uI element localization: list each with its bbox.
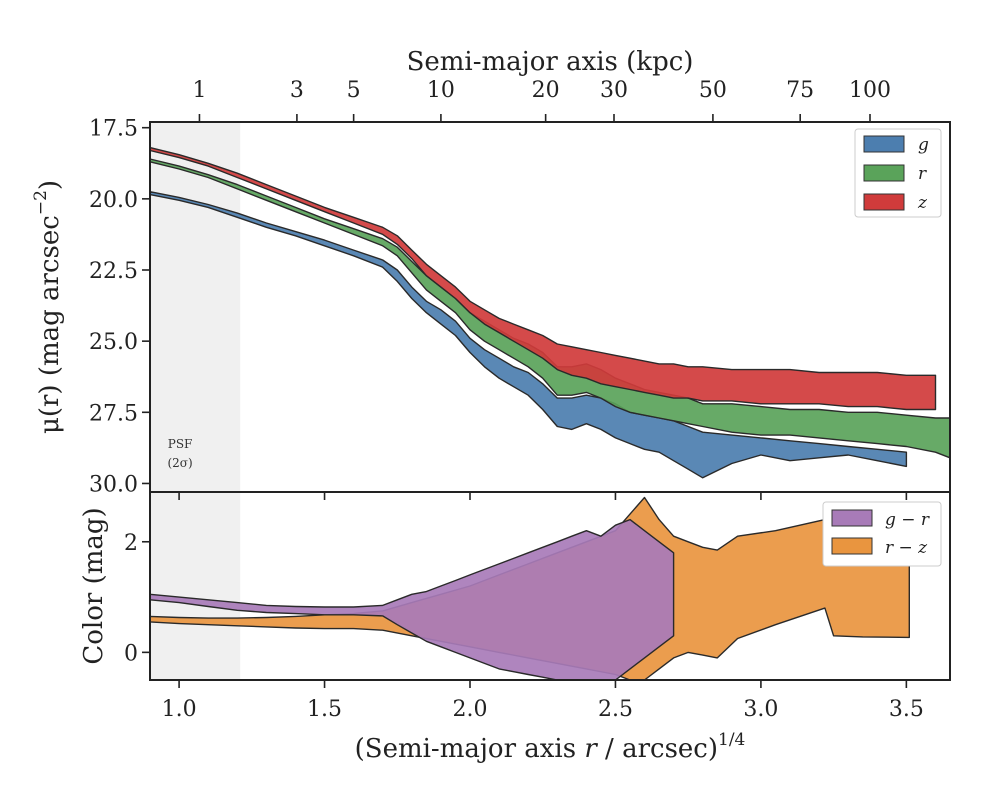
legend-label-r-z: r − z [885, 538, 928, 558]
top-y-axis-title-main: μ(r) (mag arcsec [35, 215, 65, 434]
legend-top: g r z [854, 128, 942, 218]
y-tick-label: 27.5 [89, 401, 138, 426]
x-tick-label: 2.5 [598, 697, 633, 722]
bottom-axis-title-tail: / arcsec) [597, 734, 718, 764]
x-tick-label: 1.0 [162, 697, 197, 722]
legend-swatch-z [863, 193, 905, 211]
axis-ticks: 1.0 1.5 2.0 2.5 3.0 3.517.520.022.525.027.530… [89, 78, 924, 722]
psf-region-bottom [150, 492, 241, 680]
legend-swatch-r [863, 164, 905, 182]
surface-brightness-series [149, 146, 951, 479]
legend-label-r: r [918, 164, 927, 184]
y-tick-label: 25.0 [89, 330, 138, 355]
legend-swatch-g-r [831, 509, 873, 527]
top-tick-label: 100 [849, 78, 891, 103]
psf-label: PSF [168, 437, 193, 451]
x-tick-label: 3.5 [889, 697, 924, 722]
y-tick-label: 20.0 [89, 188, 138, 213]
y-tick-label: 22.5 [89, 259, 138, 284]
bottom-axis-title-var: r [584, 734, 598, 764]
top-y-axis-title-exp: −2 [31, 190, 51, 215]
series-gr-band [149, 518, 675, 681]
legend-label-g-r: g − r [885, 510, 930, 530]
series-g-band [149, 190, 908, 479]
top-tick-label: 20 [532, 78, 560, 103]
color-y-tick-label: 0 [124, 641, 138, 666]
psf-region-top [150, 122, 241, 492]
x-tick-label: 3.0 [743, 697, 778, 722]
legend-label-g: g [918, 135, 929, 155]
x-tick-label: 1.5 [307, 697, 342, 722]
top-tick-label: 10 [427, 78, 455, 103]
legend-label-z: z [917, 193, 928, 213]
x-tick-label: 2.0 [453, 697, 488, 722]
top-axis-title: Semi-major axis (kpc) [407, 47, 694, 77]
color-y-tick-label: 2 [124, 531, 138, 556]
top-tick-label: 30 [600, 78, 628, 103]
psf-label-sigma: (2σ) [167, 456, 192, 470]
top-tick-label: 50 [699, 78, 727, 103]
legend-bottom: g − r r − z [822, 501, 942, 567]
y-tick-label: 30.0 [89, 472, 138, 497]
top-y-axis-title: μ(r) (mag arcsec−2) [31, 180, 65, 434]
top-tick-label: 75 [786, 78, 814, 103]
top-tick-label: 5 [347, 78, 361, 103]
top-tick-label: 1 [192, 78, 206, 103]
bottom-axis-title-main: (Semi-major axis [355, 734, 585, 764]
legend-swatch-g [863, 135, 905, 153]
bottom-y-axis-title: Color (mag) [79, 507, 109, 664]
legend-swatch-r-z [831, 537, 873, 555]
bottom-panel-frame [149, 491, 951, 681]
top-tick-label: 3 [290, 78, 304, 103]
bottom-axis-title-exp: 1/4 [718, 730, 745, 750]
y-tick-label: 17.5 [89, 117, 138, 142]
color-series [149, 496, 910, 681]
series-z-band [149, 146, 937, 411]
bottom-axis-title: (Semi-major axis r / arcsec)1/4 [355, 730, 746, 764]
top-y-axis-title-tail: ) [35, 180, 65, 190]
